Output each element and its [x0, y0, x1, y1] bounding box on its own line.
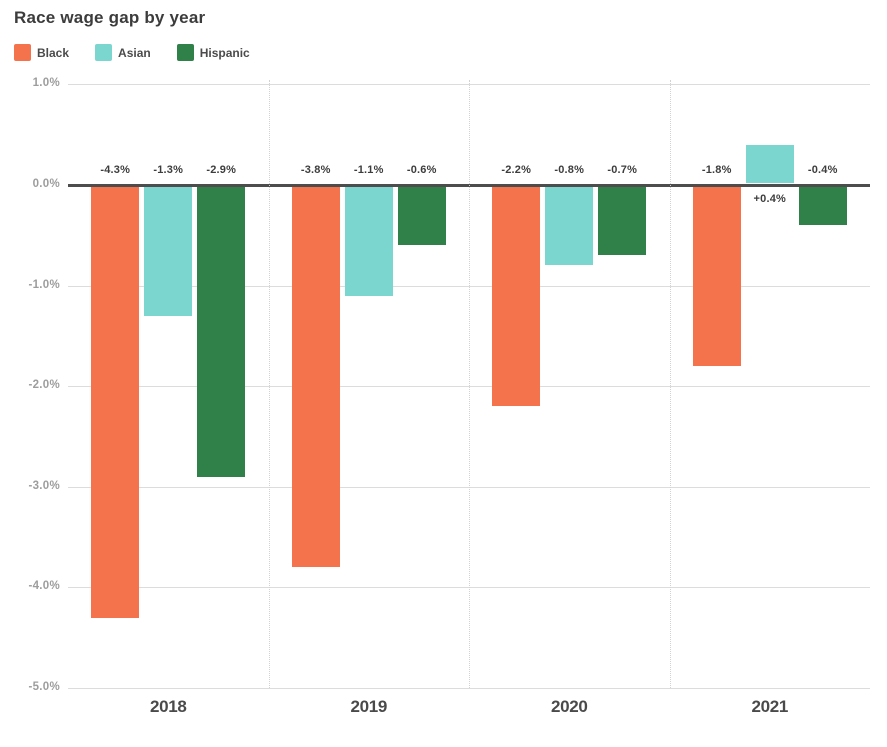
bar-asian-2019	[344, 187, 393, 296]
legend-swatch-icon	[176, 44, 194, 61]
legend-swatch-icon	[95, 44, 113, 61]
chart-title: Race wage gap by year	[14, 8, 206, 27]
bar-value-label: -1.1%	[353, 164, 384, 176]
group-separator-line	[669, 80, 671, 688]
bar-value-label: +0.4%	[753, 193, 786, 205]
group-separator-line	[268, 80, 270, 688]
bar-value-label: -0.6%	[406, 164, 437, 176]
bar-value-label: -3.8%	[300, 164, 331, 176]
legend-item-hispanic: Hispanic	[176, 44, 250, 61]
bar-black-2019	[291, 187, 340, 568]
legend-label: Hispanic	[199, 45, 250, 60]
bar-black-2021	[692, 187, 741, 367]
bar-black-2020	[492, 187, 541, 407]
bar-value-label: -0.7%	[607, 164, 638, 176]
y-axis-tick-label: 1.0%	[32, 77, 60, 90]
bar-value-label: -1.3%	[153, 164, 184, 176]
bar-hispanic-2020	[598, 187, 647, 256]
bar-asian-2020	[545, 187, 594, 266]
legend-label: Asian	[118, 45, 151, 60]
group-separator-line	[469, 80, 470, 688]
gridline	[68, 688, 870, 689]
bar-value-label: -2.9%	[206, 164, 237, 176]
bar-value-label: -1.8%	[701, 164, 732, 176]
bar-hispanic-2021	[798, 187, 847, 226]
legend-item-black: Black	[14, 44, 69, 61]
bar-value-label: -2.2%	[501, 164, 532, 176]
bar-hispanic-2018	[197, 187, 246, 477]
x-axis-label-2021: 2021	[751, 697, 789, 716]
y-axis-tick-label: 0.0%	[32, 178, 60, 190]
legend-item-asian: Asian	[95, 44, 151, 61]
legend-label: Black	[37, 45, 70, 60]
y-axis-tick-label: -5.0%	[28, 681, 60, 693]
x-axis-label-2019: 2019	[350, 697, 388, 716]
y-axis-tick-label: -1.0%	[28, 278, 60, 291]
y-axis-tick-label: -2.0%	[28, 379, 60, 392]
y-axis-tick-label: -3.0%	[28, 479, 60, 492]
chart-legend: Black Asian Hispanic	[14, 44, 276, 61]
y-axis-tick-label: -4.0%	[28, 580, 60, 593]
bar-hispanic-2019	[397, 187, 446, 246]
bar-value-label: -0.8%	[554, 164, 585, 176]
bar-asian-2021	[745, 144, 794, 183]
bar-black-2018	[91, 187, 140, 618]
bar-value-label: -4.3%	[100, 164, 131, 176]
x-axis-label-2018: 2018	[149, 697, 187, 716]
bar-asian-2018	[144, 187, 193, 316]
legend-swatch-icon	[14, 44, 31, 61]
x-axis-label-2020: 2020	[550, 697, 588, 716]
bar-value-label: -0.4%	[807, 164, 838, 176]
